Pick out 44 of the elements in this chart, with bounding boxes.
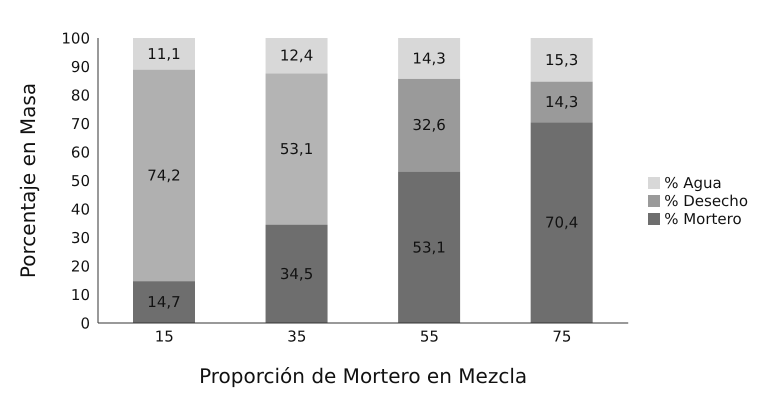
data-label: 34,5 xyxy=(280,264,314,283)
bar xyxy=(266,38,328,74)
y-tick-label: 30 xyxy=(70,228,90,247)
x-tick-label: 35 xyxy=(287,328,306,346)
y-tick-label: 90 xyxy=(70,58,90,76)
data-label: 74,2 xyxy=(147,166,181,184)
x-tick-label: 75 xyxy=(552,328,572,346)
data-label: 12,4 xyxy=(280,46,314,65)
legend-label: % Mortero xyxy=(664,210,742,228)
y-tick-label: 0 xyxy=(80,314,90,332)
y-tick-label: 70 xyxy=(70,114,90,133)
bar xyxy=(266,224,328,323)
data-label: 53,1 xyxy=(280,140,314,158)
bar xyxy=(266,73,328,225)
bar xyxy=(530,122,593,323)
y-tick-label: 100 xyxy=(61,29,90,48)
y-tick-label: 20 xyxy=(70,257,90,276)
y-tick-label: 10 xyxy=(70,286,90,304)
y-tick-label: 60 xyxy=(70,143,90,162)
data-label: 14,7 xyxy=(147,293,181,312)
data-label: 14,3 xyxy=(412,49,446,68)
data-label: 15,3 xyxy=(544,50,578,69)
legend-label: % Agua xyxy=(664,174,722,192)
y-tick-label: 50 xyxy=(70,172,90,190)
x-axis-title: Proporción de Mortero en Mezcla xyxy=(199,364,528,388)
data-label: 53,1 xyxy=(412,238,446,256)
bar xyxy=(398,78,460,172)
data-label: 32,6 xyxy=(412,116,446,134)
y-tick-label: 40 xyxy=(70,200,90,218)
legend-label: % Desecho xyxy=(664,192,748,210)
data-label: 11,1 xyxy=(147,44,181,63)
y-tick-label: 80 xyxy=(70,86,90,104)
bar xyxy=(398,38,460,79)
bar xyxy=(133,281,195,323)
data-label: 14,3 xyxy=(544,92,578,111)
data-label: 70,4 xyxy=(544,214,578,232)
bar xyxy=(133,38,195,70)
bar xyxy=(530,82,593,122)
bar xyxy=(530,38,593,82)
bar xyxy=(398,172,460,323)
x-tick-label: 55 xyxy=(420,328,439,346)
bar xyxy=(133,70,195,282)
x-tick-label: 15 xyxy=(154,328,174,346)
y-axis-title: Porcentaje en Masa xyxy=(16,82,40,278)
